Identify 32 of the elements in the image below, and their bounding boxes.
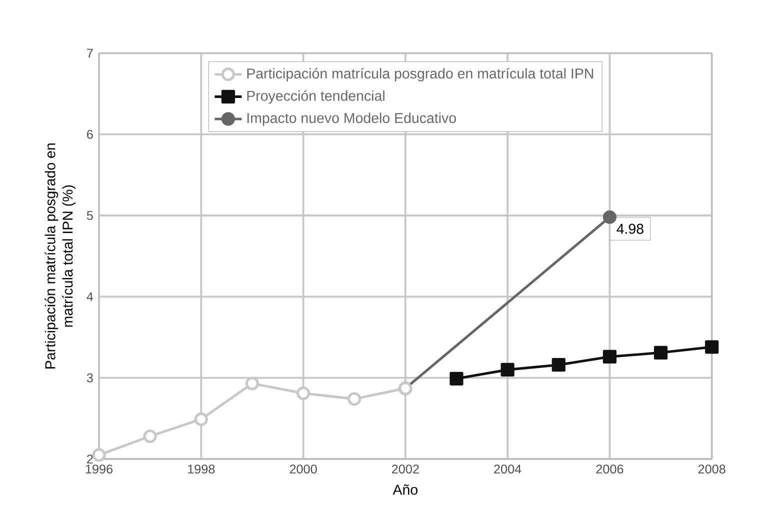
point bbox=[500, 362, 514, 377]
point bbox=[245, 376, 260, 390]
y-tick-label: 4 bbox=[86, 292, 94, 302]
y-tick-label: 6 bbox=[87, 130, 93, 139]
point bbox=[92, 448, 106, 462]
point bbox=[348, 392, 362, 406]
y-tick-label: 7 bbox=[87, 48, 93, 58]
point bbox=[450, 372, 464, 386]
point bbox=[705, 340, 719, 354]
y-tick-label: 3 bbox=[86, 373, 93, 382]
legend-label: Impacto nuevo Modelo Educativo bbox=[247, 112, 456, 126]
point bbox=[143, 429, 157, 444]
point bbox=[602, 210, 616, 224]
point bbox=[296, 386, 310, 400]
x-tick-label: 2006 bbox=[596, 464, 624, 474]
x-tick-label: 1996 bbox=[86, 464, 113, 474]
y-tick-label: 2 bbox=[87, 454, 93, 464]
y-axis-title: Participación matrícula posgrado en matrícula total IPN (%) bbox=[44, 144, 76, 368]
x-tick-label: 2008 bbox=[698, 464, 726, 474]
x-tick-label: 2004 bbox=[494, 464, 522, 474]
point bbox=[602, 350, 616, 364]
point bbox=[654, 346, 668, 360]
y-tick-label: 5 bbox=[86, 211, 93, 220]
point bbox=[552, 358, 566, 372]
legend-label: Participación matrícula posgrado en matrícula total IPN bbox=[247, 68, 594, 82]
x-tick-label: 1998 bbox=[188, 464, 215, 474]
point bbox=[194, 412, 208, 426]
x-axis-title: Año bbox=[392, 484, 418, 495]
data-label: 4.98 bbox=[616, 224, 644, 234]
x-tick-label: 2002 bbox=[392, 464, 419, 474]
x-tick-label: 2000 bbox=[290, 464, 317, 474]
legend-label: Proyección tendencial bbox=[247, 90, 384, 104]
